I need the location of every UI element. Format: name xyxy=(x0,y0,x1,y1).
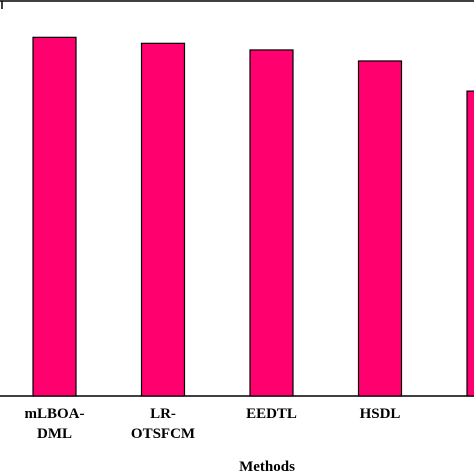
x-tick-label: LR-OTSFCM xyxy=(131,406,195,442)
x-tick-label: mLBOA-DML xyxy=(25,406,85,442)
x-tick-label: EEDTL xyxy=(246,406,297,422)
bar-eedtl xyxy=(249,49,294,397)
x-tick-label: HSDL xyxy=(360,406,401,422)
x-axis-title: Methods xyxy=(239,459,295,474)
bar-hsdl xyxy=(357,60,403,397)
bar-lr-otsfcm xyxy=(140,42,186,397)
bar-series xyxy=(32,36,474,397)
bar-mlboa-dml xyxy=(32,36,77,397)
bar-mfi xyxy=(466,90,474,397)
